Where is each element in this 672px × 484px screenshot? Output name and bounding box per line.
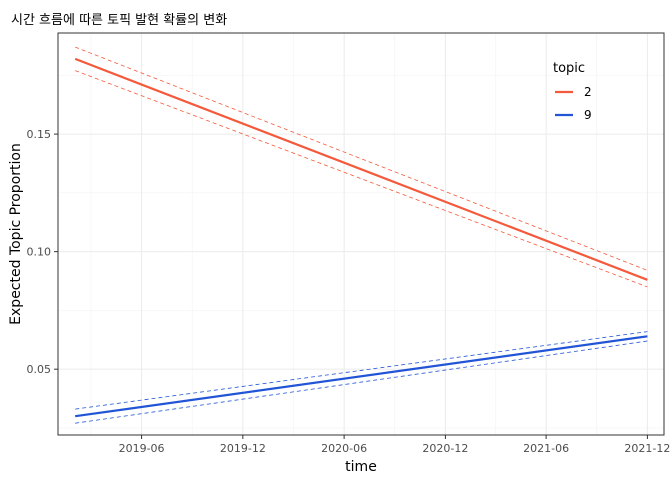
legend-label-2: 2 xyxy=(584,85,592,99)
y-axis-label: Expected Topic Proportion xyxy=(8,143,24,325)
series-9-line xyxy=(75,335,648,418)
grid-minor xyxy=(58,33,664,435)
x-tick-label: 2020-12 xyxy=(422,442,468,455)
series-2-ci-upper xyxy=(75,46,648,271)
y-tick-label: 0.10 xyxy=(27,246,52,259)
legend-title: topic xyxy=(553,61,585,76)
x-tick-label: 2021-12 xyxy=(624,442,670,455)
chart-title: 시간 흐름에 따른 토픽 발현 확률의 변화 xyxy=(11,13,228,28)
grid-major xyxy=(58,33,664,435)
series-2-ci-lower xyxy=(75,70,648,288)
x-axis: 2019-06 2019-12 2020-06 2020-12 2021-06 2021-… xyxy=(119,435,670,455)
panel-border xyxy=(57,32,665,436)
series-layer xyxy=(74,46,648,424)
y-tick-label: 0.05 xyxy=(27,363,52,376)
x-tick-label: 2019-06 xyxy=(119,442,165,455)
series-2-line xyxy=(74,57,648,281)
x-tick-label: 2019-12 xyxy=(220,442,266,455)
y-tick-label: 0.15 xyxy=(27,128,52,141)
series-9-ci-lower xyxy=(75,340,648,424)
y-axis: 0.05 0.10 0.15 xyxy=(27,128,58,376)
x-tick-label: 2020-06 xyxy=(321,442,367,455)
x-tick-label: 2021-06 xyxy=(523,442,569,455)
legend: topic 2 9 xyxy=(553,61,592,122)
legend-label-9: 9 xyxy=(584,108,592,122)
series-9-ci-upper xyxy=(75,331,648,410)
x-axis-label: time xyxy=(345,459,377,475)
